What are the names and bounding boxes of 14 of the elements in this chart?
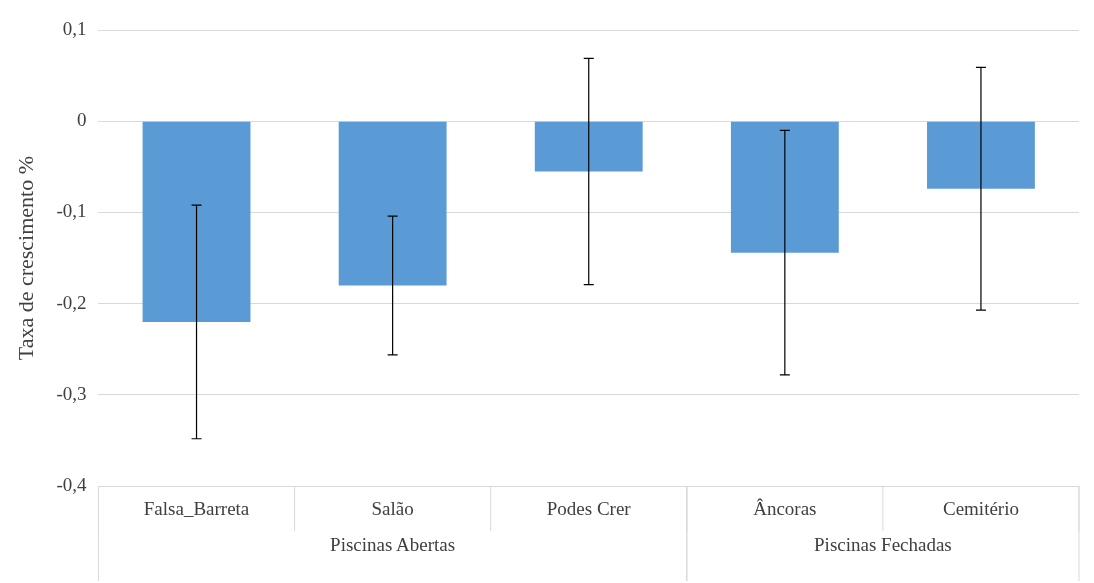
text: Piscinas Fechadas bbox=[814, 534, 952, 556]
y-tick-label: -0,4 bbox=[56, 474, 87, 496]
y-tick-label: -0,3 bbox=[56, 382, 87, 404]
y-tick-label: 0 bbox=[76, 109, 87, 131]
x-tick-label: Cemitério bbox=[942, 497, 1019, 519]
y-tick-label: -0,2 bbox=[56, 291, 87, 313]
x-tick-label: Podes Crer bbox=[546, 497, 632, 519]
x-tick-label: Salão bbox=[371, 497, 414, 519]
y-tick-label: -0,1 bbox=[56, 200, 87, 222]
text: Piscinas Abertas bbox=[330, 534, 456, 556]
y-axis-title: Taxa de crescimento % bbox=[12, 155, 38, 361]
y-tick-label: 0,1 bbox=[62, 17, 87, 39]
x-tick-label: Âncoras bbox=[753, 497, 817, 519]
x-tick-label: Falsa_Barreta bbox=[143, 497, 250, 519]
